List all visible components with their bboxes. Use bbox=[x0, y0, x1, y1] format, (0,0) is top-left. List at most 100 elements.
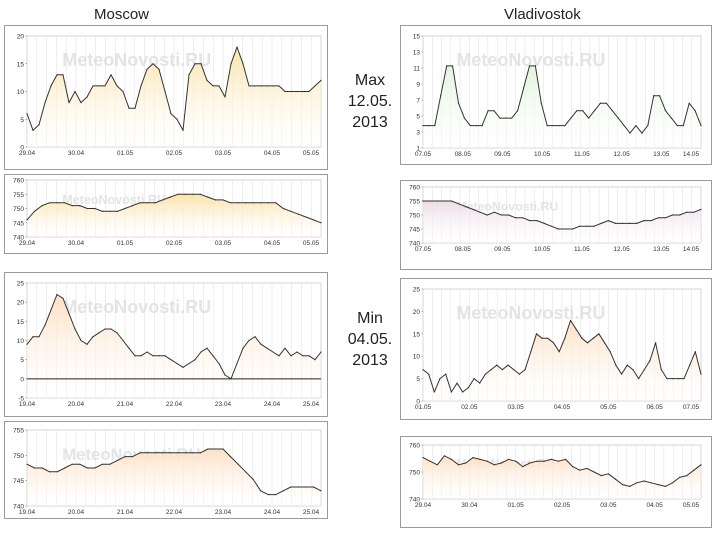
moscow-max-temp-point bbox=[290, 90, 292, 93]
moscow-title: Moscow bbox=[94, 6, 150, 23]
moscow-max-pressure-point bbox=[86, 207, 88, 210]
moscow-min-pressure-point bbox=[131, 456, 134, 458]
moscow-min-temp-point bbox=[116, 332, 118, 334]
vladivostok-max-temp-point bbox=[593, 110, 596, 112]
moscow-max-temp-point bbox=[266, 85, 268, 87]
moscow-max-temp-svg: MeteoNovosti.RU 20 15 10 5 029.04 30.04 01.05 02… bbox=[17, 34, 322, 157]
vladivostok-max-pressure-point bbox=[507, 214, 510, 216]
moscow-max-pressure-point bbox=[116, 210, 119, 212]
moscow-max-temp-xtick-2: 01.05 bbox=[117, 150, 134, 157]
moscow-max-temp-point bbox=[236, 46, 238, 48]
vladivostok-min-pressure-point bbox=[550, 458, 552, 460]
moscow-min-temp-ytick-5: 0 bbox=[20, 376, 24, 383]
moscow-min-temp-point bbox=[68, 313, 70, 315]
vladivostok-max-pressure-ytick-0: 760 bbox=[409, 185, 420, 192]
moscow-max-temp-point bbox=[146, 68, 148, 70]
vladivostok-min-temp-point bbox=[649, 360, 651, 362]
vladivostok-max-temp-ytick-2: 11 bbox=[413, 66, 420, 73]
vladivostok-min-temp-point bbox=[700, 373, 702, 375]
vladivostok-min-temp-point bbox=[456, 382, 458, 384]
moscow-min-pressure-point bbox=[297, 486, 299, 488]
vladivostok-min-pressure-point bbox=[693, 469, 695, 471]
vladivostok-min-pressure-ytick-0: 760 bbox=[409, 443, 420, 450]
vladivostok-min-pressure-point bbox=[614, 478, 617, 480]
vladivostok-max-temp-ytick-6: 3 bbox=[416, 130, 420, 137]
moscow-max-pressure-point bbox=[192, 193, 194, 195]
moscow-min-pressure-point bbox=[267, 494, 269, 496]
moscow-max-temp-point bbox=[206, 79, 208, 81]
moscow-min-pressure-point bbox=[79, 463, 81, 465]
moscow-max-pressure-xtick-1: 30.04 bbox=[68, 240, 85, 247]
vladivostok-min-pressure-point bbox=[479, 458, 481, 460]
moscow-min-pressure-point bbox=[41, 467, 43, 469]
vladivostok-max-temp-point bbox=[664, 110, 667, 112]
moscow-min-pressure-point bbox=[260, 490, 262, 492]
vladivostok-min-pressure-point bbox=[621, 484, 624, 486]
vladivostok-max-pressure-point bbox=[458, 203, 460, 205]
moscow-min-temp-point bbox=[62, 297, 64, 299]
moscow-max-temp-chart: MeteoNovosti.RU 20 15 10 5 0 29.04 30.04 01.05 02… bbox=[4, 25, 328, 170]
moscow-min-temp-point bbox=[284, 347, 286, 349]
moscow-max-temp-point bbox=[152, 63, 154, 65]
vladivostok-min-temp-point bbox=[626, 364, 628, 366]
moscow-max-pressure-point bbox=[124, 207, 126, 210]
moscow-min-pressure-point bbox=[147, 452, 149, 454]
vladivostok-max-temp-ytick-4: 7 bbox=[416, 98, 420, 105]
vladivostok-min-pressure-point bbox=[650, 482, 652, 484]
vladivostok-max-pressure-ytick-2: 750 bbox=[409, 213, 420, 220]
moscow-min-temp-point bbox=[134, 355, 136, 357]
vladivostok-max-temp-point bbox=[629, 132, 631, 134]
moscow-max-pressure-point bbox=[56, 202, 58, 204]
moscow-min-pressure-point bbox=[237, 463, 239, 465]
vladivostok-max-temp-point bbox=[700, 125, 702, 127]
moscow-max-temp-point bbox=[74, 90, 76, 93]
moscow-max-pressure-ytick-4: 740 bbox=[13, 235, 24, 242]
vladivostok-min-pressure-point bbox=[586, 467, 588, 469]
moscow-max-temp-point bbox=[158, 68, 160, 70]
vladivostok-max-temp-series-line bbox=[423, 65, 702, 134]
moscow-min-pressure-point bbox=[109, 463, 111, 465]
moscow-max-temp-point bbox=[116, 85, 118, 87]
moscow-min-temp-point bbox=[122, 339, 124, 342]
min-label-line2: 04.05. bbox=[347, 331, 393, 348]
moscow-min-pressure-xtick-1: 20.04 bbox=[68, 509, 85, 516]
moscow-max-temp-point bbox=[284, 90, 286, 93]
moscow-min-temp-point bbox=[140, 355, 142, 357]
vladivostok-max-temp-point bbox=[653, 95, 655, 97]
vladivostok-max-temp-point bbox=[682, 125, 684, 127]
moscow-min-pressure-point bbox=[199, 452, 201, 454]
max-label-line3: 2013 bbox=[352, 114, 388, 131]
vladivostok-min-temp-point bbox=[552, 342, 555, 344]
vladivostok-max-temp-point bbox=[511, 117, 513, 119]
vladivostok-min-pressure-area bbox=[423, 455, 701, 499]
vladivostok-max-pressure-point bbox=[621, 222, 624, 224]
moscow-min-temp-point bbox=[164, 355, 166, 357]
vladivostok-min-temp-point bbox=[564, 337, 566, 339]
vladivostok-min-pressure-xtick-4: 03.05 bbox=[600, 502, 617, 509]
moscow-min-temp-point bbox=[224, 374, 226, 376]
vladivostok-min-temp-point bbox=[660, 369, 662, 371]
vladivostok-max-temp-point bbox=[428, 125, 430, 127]
vladivostok-min-temp-point bbox=[439, 378, 441, 380]
moscow-min-temp-point bbox=[320, 351, 322, 353]
vladivostok-min-pressure-xtick-2: 01.05 bbox=[508, 502, 525, 509]
vladivostok-max-temp-point bbox=[576, 110, 578, 112]
moscow-min-temp-point bbox=[314, 359, 316, 361]
vladivostok-min-temp-area bbox=[423, 320, 701, 401]
vladivostok-min-temp-point bbox=[677, 378, 679, 380]
vladivostok-max-temp-point bbox=[564, 125, 566, 127]
vladivostok-max-temp-xtick-2: 09.05 bbox=[494, 151, 511, 158]
moscow-max-pressure-point bbox=[49, 202, 51, 204]
vladivostok-max-temp-xtick-4: 11.05 bbox=[574, 151, 590, 158]
moscow-max-temp-point bbox=[224, 96, 226, 98]
vladivostok-max-temp-point bbox=[605, 102, 607, 104]
vladivostok-min-temp-point bbox=[445, 373, 447, 375]
vladivostok-min-temp-point bbox=[683, 378, 685, 380]
moscow-min-pressure-ytick-1: 750 bbox=[13, 453, 24, 460]
vladivostok-max-temp-point bbox=[475, 125, 477, 127]
vladivostok-max-pressure-watermark: MeteoNovosti.RU bbox=[456, 200, 558, 214]
moscow-max-temp-point bbox=[260, 85, 262, 87]
vladivostok-min-pressure-point bbox=[536, 460, 538, 462]
vladivostok-min-pressure-chart: MeteoNovosti.RU76075074029.0430.0401.050… bbox=[400, 436, 712, 528]
